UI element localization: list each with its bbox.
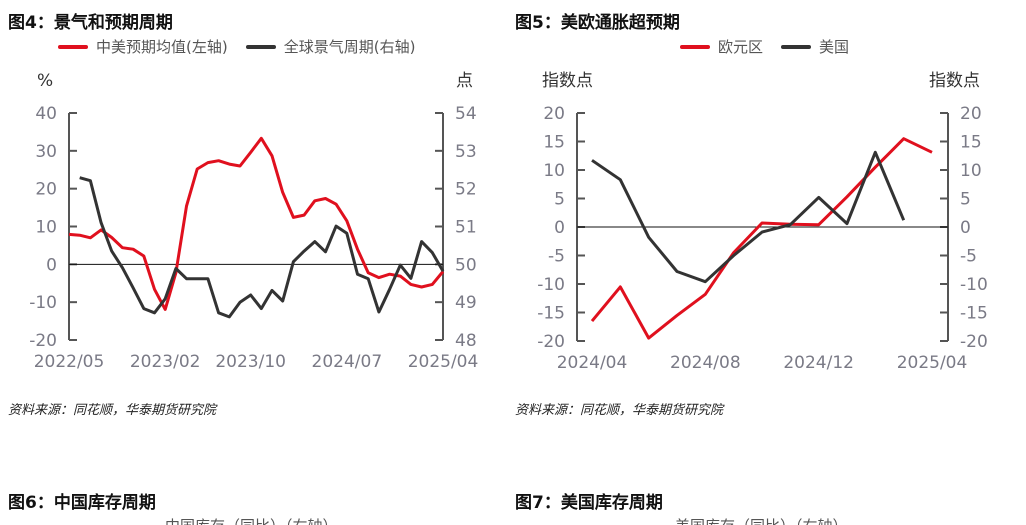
right-tick-label: 10: [960, 161, 982, 181]
x-tick-label: 2024/12: [783, 353, 854, 373]
x-tick-label: 2025/04: [408, 352, 479, 372]
series-line-right: [79, 176, 445, 319]
left-tick-label: 5: [554, 190, 565, 210]
left-tick-label: 0: [554, 218, 565, 238]
left-tick-label: -10: [29, 293, 57, 313]
left-tick-label: 0: [46, 255, 57, 275]
left-tick-label: 10: [543, 161, 565, 181]
x-tick-label: 2025/04: [897, 353, 968, 373]
left-unit-label: %: [37, 71, 53, 91]
right-tick-label: -10: [960, 275, 988, 295]
figure5-legend: 欧元区 美国: [680, 36, 849, 57]
figure7-title: 图7：美国库存周期: [515, 493, 663, 513]
figure6-legend-partial: 中国库存（同比）（右轴）: [165, 515, 338, 525]
right-unit-label: 指数点: [929, 71, 980, 91]
x-tick-label: 2022/05: [34, 352, 105, 372]
left-tick-label: 20: [543, 104, 565, 124]
left-tick-label: -15: [537, 304, 565, 324]
left-tick-label: 10: [35, 218, 57, 238]
left-tick-label: 40: [35, 104, 57, 124]
legend-label: 美国: [819, 38, 850, 56]
right-tick-label: 48: [455, 331, 477, 351]
figure4-legend: 中美预期均值(左轴) 全球景气周期(右轴): [58, 36, 415, 57]
legend-swatch-red: [58, 44, 88, 49]
figure6-title: 图6：中国库存周期: [8, 493, 156, 513]
figure4-title: 图4：景气和预期周期: [8, 13, 173, 33]
left-tick-label: -20: [29, 331, 57, 351]
left-tick-label: 15: [543, 133, 565, 153]
figure5-source: 资料来源：同花顺，华泰期货研究院: [515, 403, 724, 418]
series-line-left: [68, 136, 445, 311]
figure4-source: 资料来源：同花顺，华泰期货研究院: [8, 403, 217, 418]
left-unit-label: 指数点: [542, 71, 593, 91]
right-tick-label: 54: [455, 104, 477, 124]
right-tick-label: -15: [960, 304, 988, 324]
legend-label: 中美预期均值(左轴): [96, 38, 228, 56]
right-unit-label: 点: [456, 71, 473, 91]
legend-swatch-red: [680, 44, 710, 49]
right-tick-label: 5: [960, 190, 971, 210]
x-tick-label: 2023/10: [215, 352, 286, 372]
right-tick-label: 50: [455, 255, 477, 275]
x-tick-label: 2024/07: [312, 352, 383, 372]
x-tick-label: 2024/08: [670, 353, 741, 373]
right-tick-label: 52: [455, 180, 477, 200]
left-tick-label: 20: [35, 180, 57, 200]
series-line-left: [591, 150, 906, 284]
right-tick-label: 53: [455, 142, 477, 162]
left-tick-label: -10: [537, 275, 565, 295]
x-tick-label: 2024/04: [557, 353, 628, 373]
legend-swatch-dark: [781, 44, 812, 49]
right-tick-label: 15: [960, 133, 982, 153]
legend-label: 全球景气周期(右轴): [283, 38, 416, 56]
right-tick-label: -20: [960, 332, 988, 352]
right-tick-label: 49: [455, 293, 477, 313]
right-tick-label: -5: [960, 247, 977, 267]
x-tick-label: 2023/02: [130, 352, 201, 372]
left-tick-label: -20: [537, 332, 565, 352]
legend-label: 欧元区: [718, 38, 764, 56]
left-tick-label: -5: [548, 247, 565, 267]
right-tick-label: 20: [960, 104, 982, 124]
legend-swatch-dark: [245, 44, 276, 49]
right-tick-label: 51: [455, 218, 477, 238]
left-tick-label: 30: [35, 142, 57, 162]
right-tick-label: 0: [960, 218, 971, 238]
figure5-title: 图5：美欧通胀超预期: [515, 13, 680, 33]
figure7-legend-partial: 美国库存（同比）（右轴）: [675, 515, 848, 525]
